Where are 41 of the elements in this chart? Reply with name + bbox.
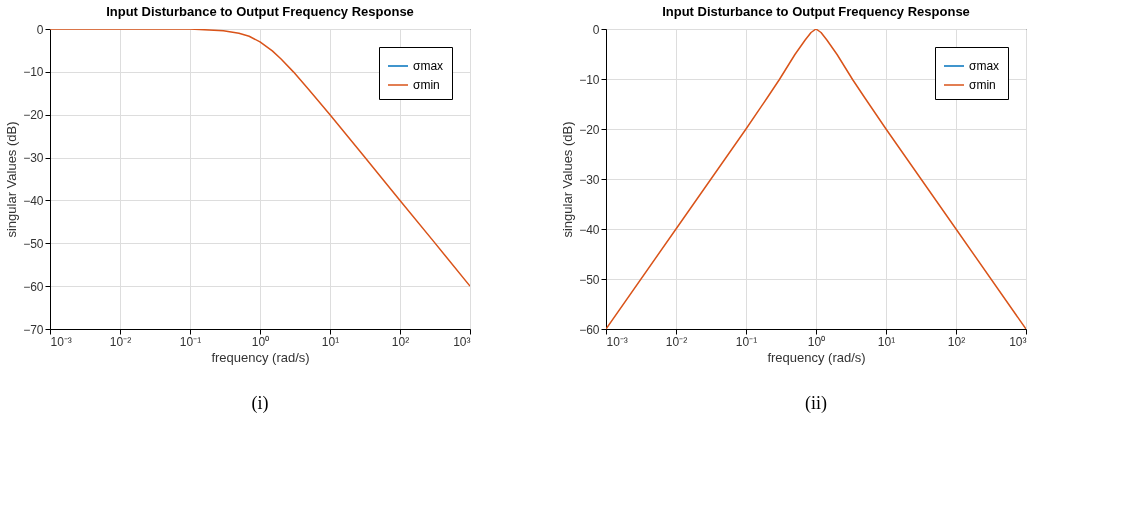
y-tick-label: −60 (579, 322, 600, 337)
y-tick-label: −10 (579, 72, 600, 87)
x-tick-label: 10⁻² (665, 334, 688, 349)
chart-title: Input Disturbance to Output Frequency Response (106, 4, 414, 19)
text: (i) (251, 393, 269, 414)
y-tick-label: −40 (579, 222, 600, 237)
x-tick-label: 10¹ (877, 334, 896, 349)
y-tick-label: −30 (579, 172, 600, 187)
x-tick-label: 10³ (453, 334, 471, 349)
y-tick-label: −10 (23, 65, 44, 80)
y-tick-label: −50 (579, 272, 600, 287)
legend-label: σmin (413, 78, 440, 92)
x-tick-label: 10⁻³ (606, 334, 628, 349)
x-tick-label: 10² (947, 334, 966, 349)
legend-label: σmax (413, 59, 444, 73)
y-tick-label: −40 (23, 193, 44, 208)
legend-label: σmin (969, 78, 996, 92)
x-axis-title: frequency (rad/s) (767, 349, 866, 365)
x-tick-label: 10¹ (321, 334, 340, 349)
x-axis-title: frequency (rad/s) (211, 349, 310, 365)
y-tick-label: −70 (23, 322, 44, 337)
y-tick-label: −60 (23, 279, 44, 294)
y-tick-label: −20 (579, 122, 600, 137)
y-tick-label: 0 (592, 22, 600, 37)
y-tick-label: −20 (23, 108, 44, 123)
legend-label: σmax (969, 59, 1000, 73)
x-tick-label: 10⁰ (807, 334, 826, 349)
x-tick-label: 10⁻² (109, 334, 132, 349)
x-tick-label: 10⁰ (251, 334, 270, 349)
y-tick-label: −50 (23, 236, 44, 251)
x-tick-label: 10⁻¹ (179, 334, 202, 349)
x-tick-label: 10² (391, 334, 410, 349)
y-axis-title: singular Values (dB) (560, 121, 576, 238)
x-tick-label: 10⁻¹ (735, 334, 758, 349)
y-tick-label: 0 (36, 22, 44, 37)
y-tick-label: −30 (23, 151, 44, 166)
x-tick-label: 10³ (1009, 334, 1027, 349)
text: (ii) (805, 393, 827, 414)
y-axis-title: singular Values (dB) (4, 121, 20, 238)
chart-title: Input Disturbance to Output Frequency Response (662, 4, 970, 19)
x-tick-label: 10⁻³ (50, 334, 72, 349)
